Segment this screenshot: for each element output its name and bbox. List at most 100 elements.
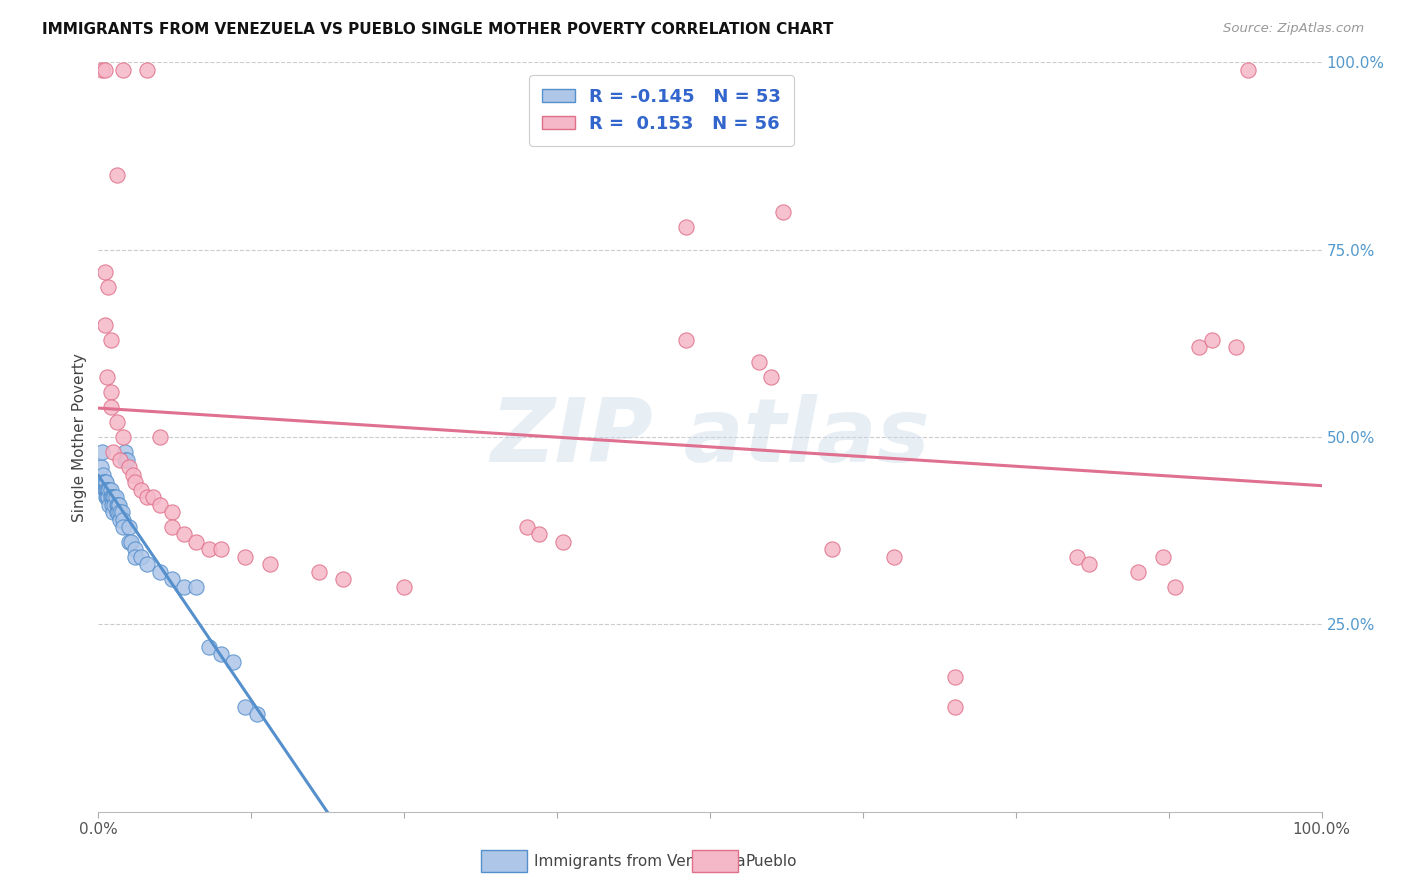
Point <box>772 205 794 219</box>
Point <box>821 542 844 557</box>
Point <box>98 498 121 512</box>
Point <box>308 565 330 579</box>
Point <box>1128 565 1150 579</box>
Point <box>110 512 132 526</box>
Point <box>1152 549 1174 564</box>
Point <box>1201 333 1223 347</box>
Point <box>114 445 136 459</box>
Point <box>111 430 134 444</box>
Point <box>1225 340 1247 354</box>
Point <box>103 490 125 504</box>
Text: IMMIGRANTS FROM VENEZUELA VS PUEBLO SINGLE MOTHER POVERTY CORRELATION CHART: IMMIGRANTS FROM VENEZUELA VS PUEBLO SING… <box>42 22 834 37</box>
Point <box>748 355 770 369</box>
Point <box>142 490 165 504</box>
Point <box>115 452 138 467</box>
Point <box>111 505 134 519</box>
Point <box>100 400 122 414</box>
Point <box>111 62 134 77</box>
Point <box>118 520 141 534</box>
Point <box>107 505 129 519</box>
Point <box>149 565 172 579</box>
Point <box>91 62 114 77</box>
Point <box>761 370 783 384</box>
Point <box>93 483 115 497</box>
Point <box>94 483 117 497</box>
Point <box>124 475 146 489</box>
Point <box>111 512 134 526</box>
Point <box>1066 549 1088 564</box>
Point <box>186 580 208 594</box>
Point <box>100 333 122 347</box>
Point <box>108 498 131 512</box>
Point <box>107 498 129 512</box>
Point <box>103 498 125 512</box>
Point <box>120 535 142 549</box>
Point <box>124 549 146 564</box>
Point <box>136 558 159 572</box>
Text: Pueblo: Pueblo <box>745 855 797 869</box>
Point <box>105 168 128 182</box>
Point <box>100 490 122 504</box>
Point <box>553 535 575 549</box>
Point <box>197 640 219 654</box>
Point <box>1078 558 1101 572</box>
Point <box>124 542 146 557</box>
Point <box>246 707 269 722</box>
Point <box>94 475 117 489</box>
Point <box>186 535 208 549</box>
Text: ZIP atlas: ZIP atlas <box>491 393 929 481</box>
Point <box>222 655 245 669</box>
Point <box>160 520 183 534</box>
Point <box>97 490 120 504</box>
Point <box>111 520 134 534</box>
Point <box>136 490 159 504</box>
Point <box>110 452 132 467</box>
Point <box>100 483 122 497</box>
Point <box>98 483 121 497</box>
Point <box>943 699 966 714</box>
Point <box>1164 580 1187 594</box>
Point <box>1188 340 1211 354</box>
Point <box>392 580 416 594</box>
Point <box>100 385 122 400</box>
Point <box>129 549 152 564</box>
Point <box>94 490 117 504</box>
Point <box>110 505 132 519</box>
Point <box>121 467 143 482</box>
Point <box>90 460 112 475</box>
Point <box>515 520 537 534</box>
Point <box>136 62 159 77</box>
Point <box>527 527 550 541</box>
Point <box>118 460 141 475</box>
Point <box>93 62 115 77</box>
Point <box>91 467 114 482</box>
Point <box>91 475 114 489</box>
Point <box>104 490 127 504</box>
Point <box>233 699 256 714</box>
Point <box>149 430 172 444</box>
Point <box>96 370 118 384</box>
Point <box>129 483 152 497</box>
Point <box>105 415 128 429</box>
Point <box>114 452 136 467</box>
Point <box>96 483 118 497</box>
Point <box>259 558 281 572</box>
Point <box>101 498 124 512</box>
Point <box>91 445 114 459</box>
Point <box>233 549 256 564</box>
Point <box>209 648 232 662</box>
Point <box>173 580 195 594</box>
Point <box>1237 62 1260 77</box>
Point <box>97 483 120 497</box>
Point <box>675 220 697 235</box>
Point <box>93 475 115 489</box>
Point <box>96 490 118 504</box>
Point <box>105 498 128 512</box>
Legend: R = -0.145   N = 53, R =  0.153   N = 56: R = -0.145 N = 53, R = 0.153 N = 56 <box>530 75 793 145</box>
Point <box>173 527 195 541</box>
Point <box>101 505 124 519</box>
Point <box>93 265 115 279</box>
Point <box>97 280 120 294</box>
Point <box>883 549 905 564</box>
Point <box>197 542 219 557</box>
